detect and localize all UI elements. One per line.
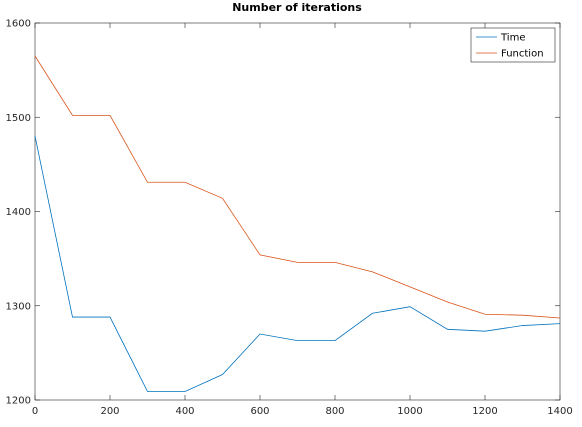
y-tick-label: 1600 xyxy=(6,19,31,30)
legend: Time Function xyxy=(470,27,556,63)
y-axis: 1200 1300 1400 1500 1600 xyxy=(6,19,560,407)
y-tick-label: 1200 xyxy=(6,396,31,407)
x-tick-label: 1000 xyxy=(397,406,422,417)
x-tick-label: 600 xyxy=(250,406,269,417)
legend-label-time: Time xyxy=(500,33,525,44)
x-axis: 0 200 400 600 800 1000 1200 1400 xyxy=(32,23,573,417)
x-tick-label: 1400 xyxy=(547,406,572,417)
series-lines xyxy=(34,55,561,392)
x-tick-label: 0 xyxy=(32,406,38,417)
x-tick-label: 200 xyxy=(100,406,119,417)
series-line-function xyxy=(34,55,561,319)
x-tick-label: 800 xyxy=(325,406,344,417)
series-line-time xyxy=(34,136,561,392)
y-tick-label: 1500 xyxy=(6,113,31,124)
legend-label-function: Function xyxy=(501,49,544,60)
x-tick-label: 1200 xyxy=(472,406,497,417)
y-tick-label: 1400 xyxy=(6,207,31,218)
plot-area xyxy=(34,22,561,401)
x-tick-label: 400 xyxy=(175,406,194,417)
chart-title: Number of iterations xyxy=(232,1,362,14)
y-tick-label: 1300 xyxy=(6,301,31,312)
legend-box xyxy=(470,27,556,63)
